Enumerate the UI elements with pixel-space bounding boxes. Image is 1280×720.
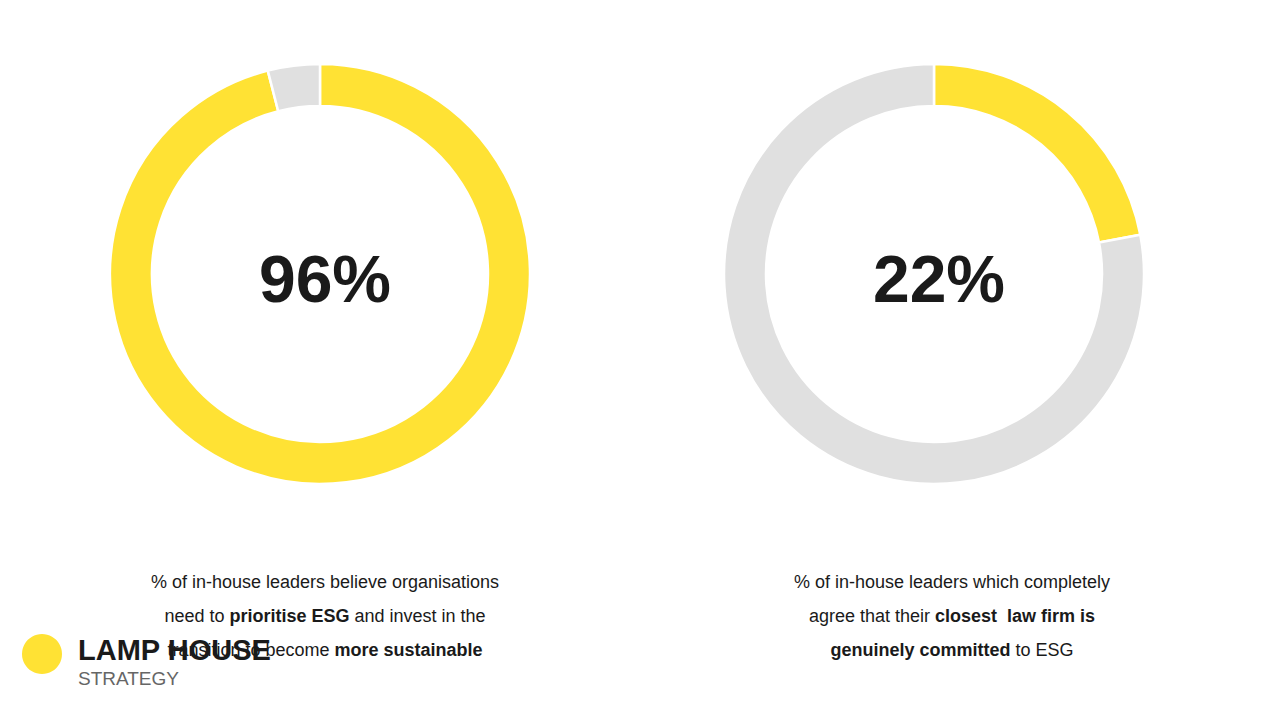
svg-text:need to: need to	[164, 606, 229, 626]
svg-text:% of in-house leaders believe: % of in-house leaders believe organisati…	[151, 572, 499, 592]
svg-text:closest law firm is: closest law firm is	[935, 606, 1095, 626]
svg-text:to ESG: to ESG	[1010, 640, 1073, 660]
svg-text:genuinely committed: genuinely committed	[830, 640, 1010, 660]
svg-text:LAMP HOUSE: LAMP HOUSE	[78, 634, 271, 666]
svg-text:STRATEGY: STRATEGY	[78, 668, 179, 689]
svg-text:more sustainable: more sustainable	[335, 640, 483, 660]
svg-text:prioritise ESG: prioritise ESG	[229, 606, 349, 626]
svg-text:22%: 22%	[873, 242, 1005, 316]
svg-text:agree that their: agree that their	[809, 606, 935, 626]
svg-text:% of in-house leaders which co: % of in-house leaders which completely	[794, 572, 1110, 592]
svg-text:and invest in the: and invest in the	[349, 606, 485, 626]
svg-text:96%: 96%	[259, 242, 391, 316]
